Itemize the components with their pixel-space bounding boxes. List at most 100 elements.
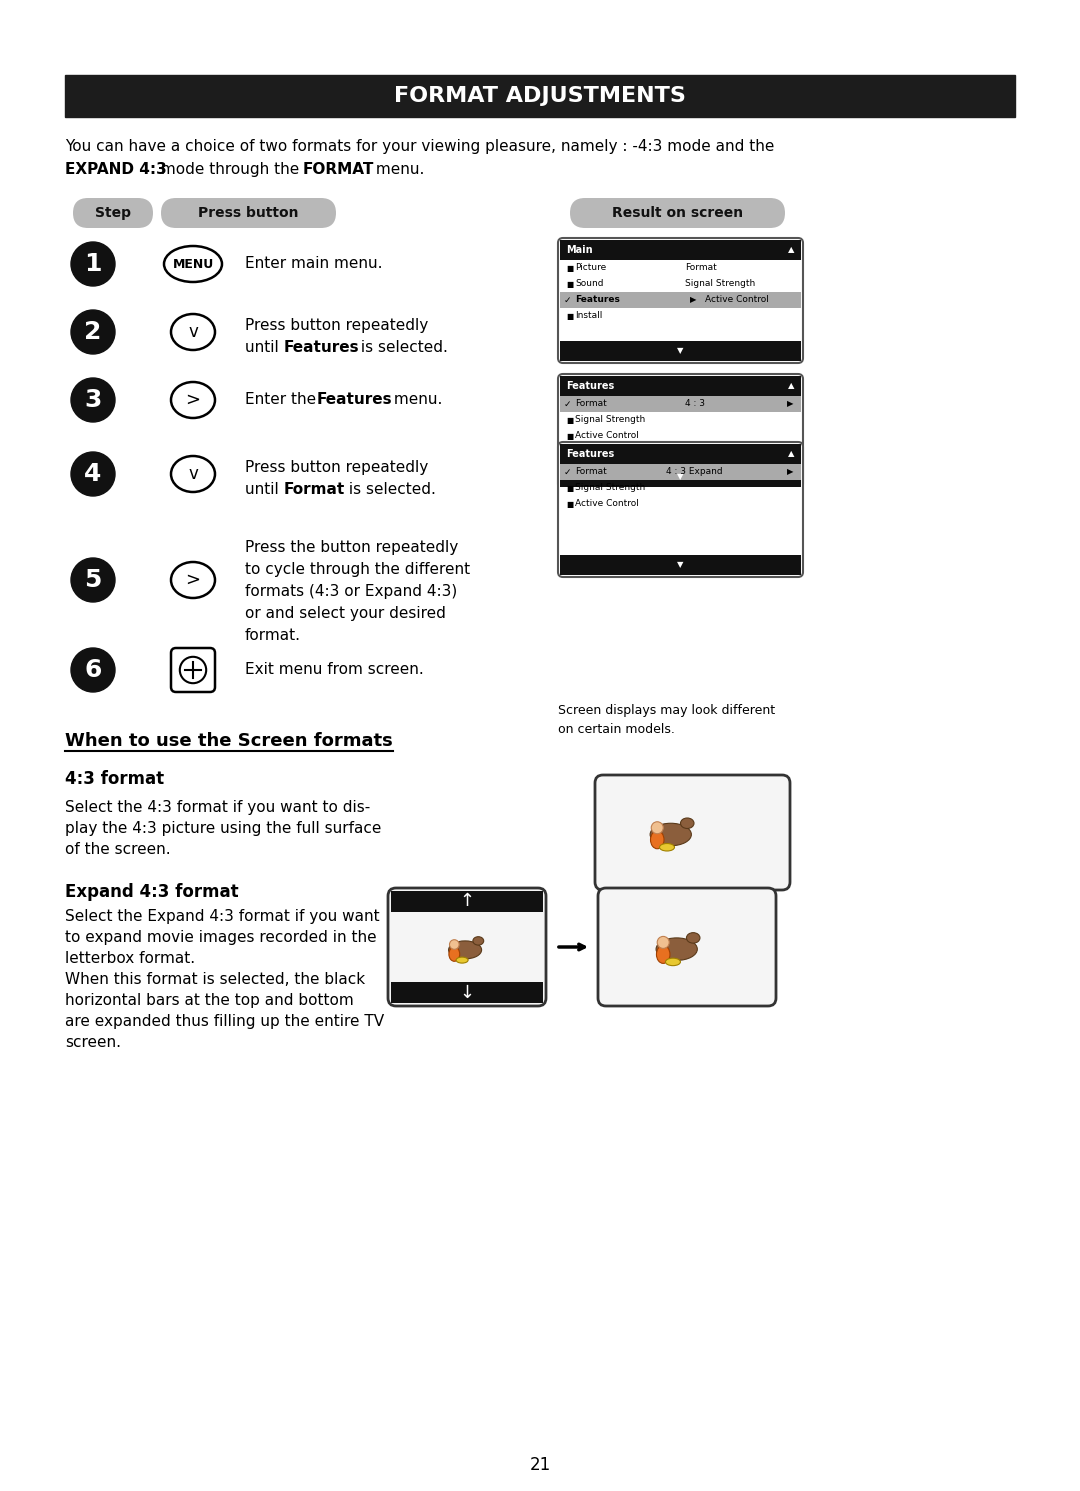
Text: >: > [186, 571, 201, 589]
Ellipse shape [449, 947, 460, 962]
Circle shape [651, 822, 663, 833]
Text: ■: ■ [566, 431, 573, 440]
Text: Press button repeatedly: Press button repeatedly [245, 318, 429, 332]
Text: 6: 6 [84, 658, 102, 681]
Text: to cycle through the different: to cycle through the different [245, 562, 470, 577]
Text: 4 : 3: 4 : 3 [686, 400, 705, 409]
Text: 4 : 3 Expand: 4 : 3 Expand [665, 468, 723, 477]
Bar [561, 397, 801, 412]
Ellipse shape [656, 938, 698, 960]
FancyBboxPatch shape [171, 649, 215, 692]
Text: Enter the: Enter the [245, 392, 321, 407]
Bar [65, 75, 1015, 116]
Text: When to use the Screen formats: When to use the Screen formats [65, 732, 393, 750]
FancyBboxPatch shape [595, 775, 789, 890]
Ellipse shape [665, 959, 680, 966]
Text: You can have a choice of two formats for your viewing pleasure, namely : -4:3 mo: You can have a choice of two formats for… [65, 139, 774, 154]
FancyBboxPatch shape [388, 889, 546, 1006]
Ellipse shape [456, 957, 468, 963]
Text: 1: 1 [84, 252, 102, 276]
Text: to expand movie images recorded in the: to expand movie images recorded in the [65, 930, 377, 945]
Text: Install: Install [575, 312, 603, 321]
Text: Format: Format [686, 264, 717, 273]
Text: Exit menu from screen.: Exit menu from screen. [245, 662, 423, 677]
Text: Active Control: Active Control [575, 431, 639, 440]
Text: Expand 4:3 format: Expand 4:3 format [65, 883, 239, 901]
Bar [561, 341, 801, 361]
Text: Select the 4:3 format if you want to dis-: Select the 4:3 format if you want to dis… [65, 801, 370, 816]
Text: letterbox format.: letterbox format. [65, 951, 195, 966]
Ellipse shape [171, 562, 215, 598]
Text: When this format is selected, the black: When this format is selected, the black [65, 972, 365, 987]
Text: ■: ■ [566, 264, 573, 273]
Text: ▼: ▼ [677, 561, 684, 570]
Text: v: v [188, 324, 198, 341]
FancyBboxPatch shape [570, 198, 785, 228]
Text: Signal Strength: Signal Strength [686, 279, 756, 288]
Text: is selected.: is selected. [356, 340, 448, 355]
Text: horizontal bars at the top and bottom: horizontal bars at the top and bottom [65, 993, 354, 1008]
Text: screen.: screen. [65, 1035, 121, 1050]
Text: >: > [186, 391, 201, 409]
Text: 21: 21 [529, 1457, 551, 1475]
Text: Enter main menu.: Enter main menu. [245, 256, 382, 271]
Text: ✓: ✓ [564, 400, 571, 409]
Text: formats (4:3 or Expand 4:3): formats (4:3 or Expand 4:3) [245, 584, 457, 599]
Text: Press button: Press button [199, 206, 299, 221]
Ellipse shape [448, 941, 482, 959]
Text: ↑: ↑ [459, 893, 474, 911]
Text: until: until [245, 340, 284, 355]
Ellipse shape [164, 246, 222, 282]
Bar [561, 376, 801, 397]
Text: ▼: ▼ [677, 473, 684, 482]
Text: are expanded thus filling up the entire TV: are expanded thus filling up the entire … [65, 1014, 384, 1029]
Text: is selected.: is selected. [345, 482, 436, 497]
Text: Screen displays may look different: Screen displays may look different [558, 704, 775, 717]
Text: 3: 3 [84, 388, 102, 412]
Text: mode through the: mode through the [156, 163, 305, 177]
Text: ▲: ▲ [787, 382, 794, 391]
FancyBboxPatch shape [161, 198, 336, 228]
Text: v: v [188, 465, 198, 483]
Text: ▶: ▶ [787, 468, 794, 477]
Text: on certain models.: on certain models. [558, 723, 675, 737]
Circle shape [71, 379, 114, 422]
Ellipse shape [650, 830, 664, 848]
Circle shape [658, 936, 670, 948]
Circle shape [179, 658, 206, 683]
Circle shape [71, 558, 114, 602]
Text: Format: Format [284, 482, 346, 497]
Text: ↓: ↓ [459, 984, 474, 1002]
Text: Signal Strength: Signal Strength [575, 483, 645, 492]
Bar [561, 444, 801, 464]
Bar [391, 983, 543, 1003]
Ellipse shape [680, 819, 694, 829]
Ellipse shape [650, 823, 691, 845]
Ellipse shape [687, 933, 700, 944]
Circle shape [449, 939, 459, 950]
Text: ■: ■ [566, 483, 573, 492]
Text: play the 4:3 picture using the full surface: play the 4:3 picture using the full surf… [65, 822, 381, 836]
Text: ▲: ▲ [787, 246, 794, 255]
Circle shape [71, 452, 114, 497]
FancyBboxPatch shape [558, 374, 804, 489]
Text: Format: Format [575, 468, 607, 477]
FancyBboxPatch shape [73, 198, 153, 228]
Text: of the screen.: of the screen. [65, 842, 171, 857]
Text: ■: ■ [566, 416, 573, 425]
Text: EXPAND 4:3: EXPAND 4:3 [65, 163, 166, 177]
Text: 2: 2 [84, 321, 102, 344]
Ellipse shape [171, 456, 215, 492]
Text: Step: Step [95, 206, 131, 221]
Circle shape [71, 242, 114, 286]
Text: Features: Features [566, 382, 615, 391]
Text: Signal Strength: Signal Strength [575, 416, 645, 425]
FancyBboxPatch shape [558, 441, 804, 577]
Text: Press button repeatedly: Press button repeatedly [245, 461, 429, 476]
Text: format.: format. [245, 628, 301, 643]
Ellipse shape [171, 382, 215, 417]
Text: ▶: ▶ [690, 295, 697, 304]
Ellipse shape [657, 945, 670, 963]
Text: menu.: menu. [389, 392, 443, 407]
Text: ▲: ▲ [787, 449, 794, 459]
